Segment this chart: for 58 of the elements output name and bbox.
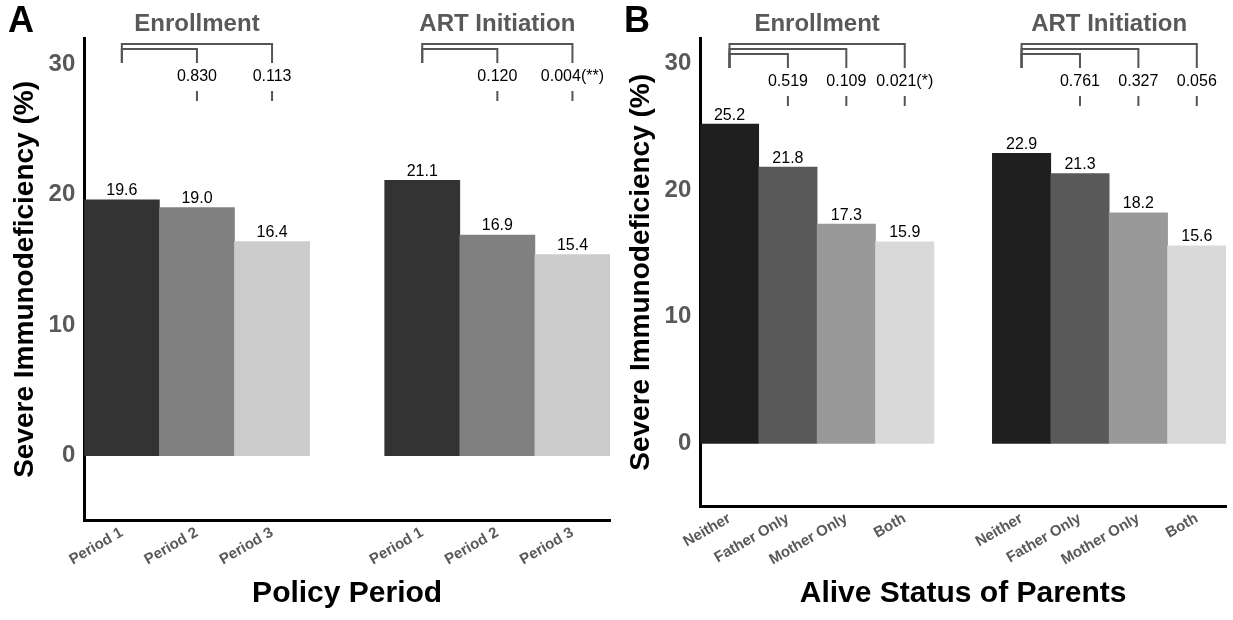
y-axis-title: Severe Immunodeficiency (%): [7, 81, 39, 478]
annotation: 0.830: [176, 67, 218, 85]
y-tick-label: 10: [664, 301, 692, 329]
bar: [700, 123, 760, 444]
bar: [84, 199, 160, 456]
data-label: 21.3: [1064, 154, 1096, 172]
data-label: 15.9: [889, 223, 921, 241]
annotation: 0.021(*): [876, 72, 934, 90]
y-tick-label: 10: [48, 309, 76, 337]
bar: [1108, 212, 1168, 444]
data-label: 22.9: [1005, 134, 1038, 152]
bar: [159, 207, 235, 456]
text: ART Initiation: [419, 8, 576, 36]
y-tick-label: 30: [48, 48, 76, 76]
x-tick-label: Both: [870, 508, 909, 541]
y-tick-label: 0: [677, 427, 692, 455]
chart-title: B: [624, 0, 650, 40]
y-tick-label: 0: [61, 440, 76, 468]
data-label: 19.0: [181, 189, 213, 207]
bar: [1167, 245, 1226, 444]
annotation: 0.120: [477, 67, 518, 85]
x-tick-label: Both: [1162, 508, 1201, 541]
bar: [992, 152, 1052, 444]
bar: [758, 166, 818, 444]
bar: [459, 234, 536, 456]
data-label: 18.2: [1122, 194, 1155, 212]
y-tick-label: 20: [664, 174, 692, 202]
text: Enrollment: [754, 8, 880, 36]
data-label: 15.4: [556, 236, 589, 254]
bar: [875, 241, 935, 444]
data-label: 19.6: [106, 181, 138, 199]
text: Enrollment: [134, 8, 260, 36]
data-label: 17.3: [830, 205, 862, 223]
x-axis-title: Alive Status of Parents: [799, 575, 1127, 609]
data-label: 25.2: [713, 105, 746, 123]
bar: [234, 241, 310, 456]
annotation: 0.113: [252, 67, 292, 85]
bar: [384, 179, 461, 456]
y-tick-label: 20: [48, 179, 76, 207]
annotation: 0.327: [1118, 72, 1159, 90]
annotation: 0.004(**): [540, 67, 605, 85]
bar: [816, 223, 876, 444]
annotation: 0.519: [767, 72, 809, 90]
annotation: 0.056: [1176, 72, 1217, 90]
chart-title: A: [8, 0, 34, 40]
data-label: 16.9: [481, 216, 514, 234]
data-label: 15.6: [1181, 227, 1213, 245]
y-axis-title: Severe Immunodeficiency (%): [623, 73, 655, 471]
bar: [534, 254, 610, 456]
annotation: 0.761: [1059, 72, 1101, 90]
annotation: 0.109: [826, 72, 867, 90]
data-label: 16.4: [256, 222, 288, 240]
bar: [1050, 173, 1110, 444]
y-tick-label: 30: [664, 47, 692, 75]
x-axis-title: Policy Period: [252, 575, 443, 609]
data-label: 21.1: [406, 161, 438, 179]
data-label: 21.8: [772, 148, 804, 166]
text: ART Initiation: [1031, 8, 1188, 36]
